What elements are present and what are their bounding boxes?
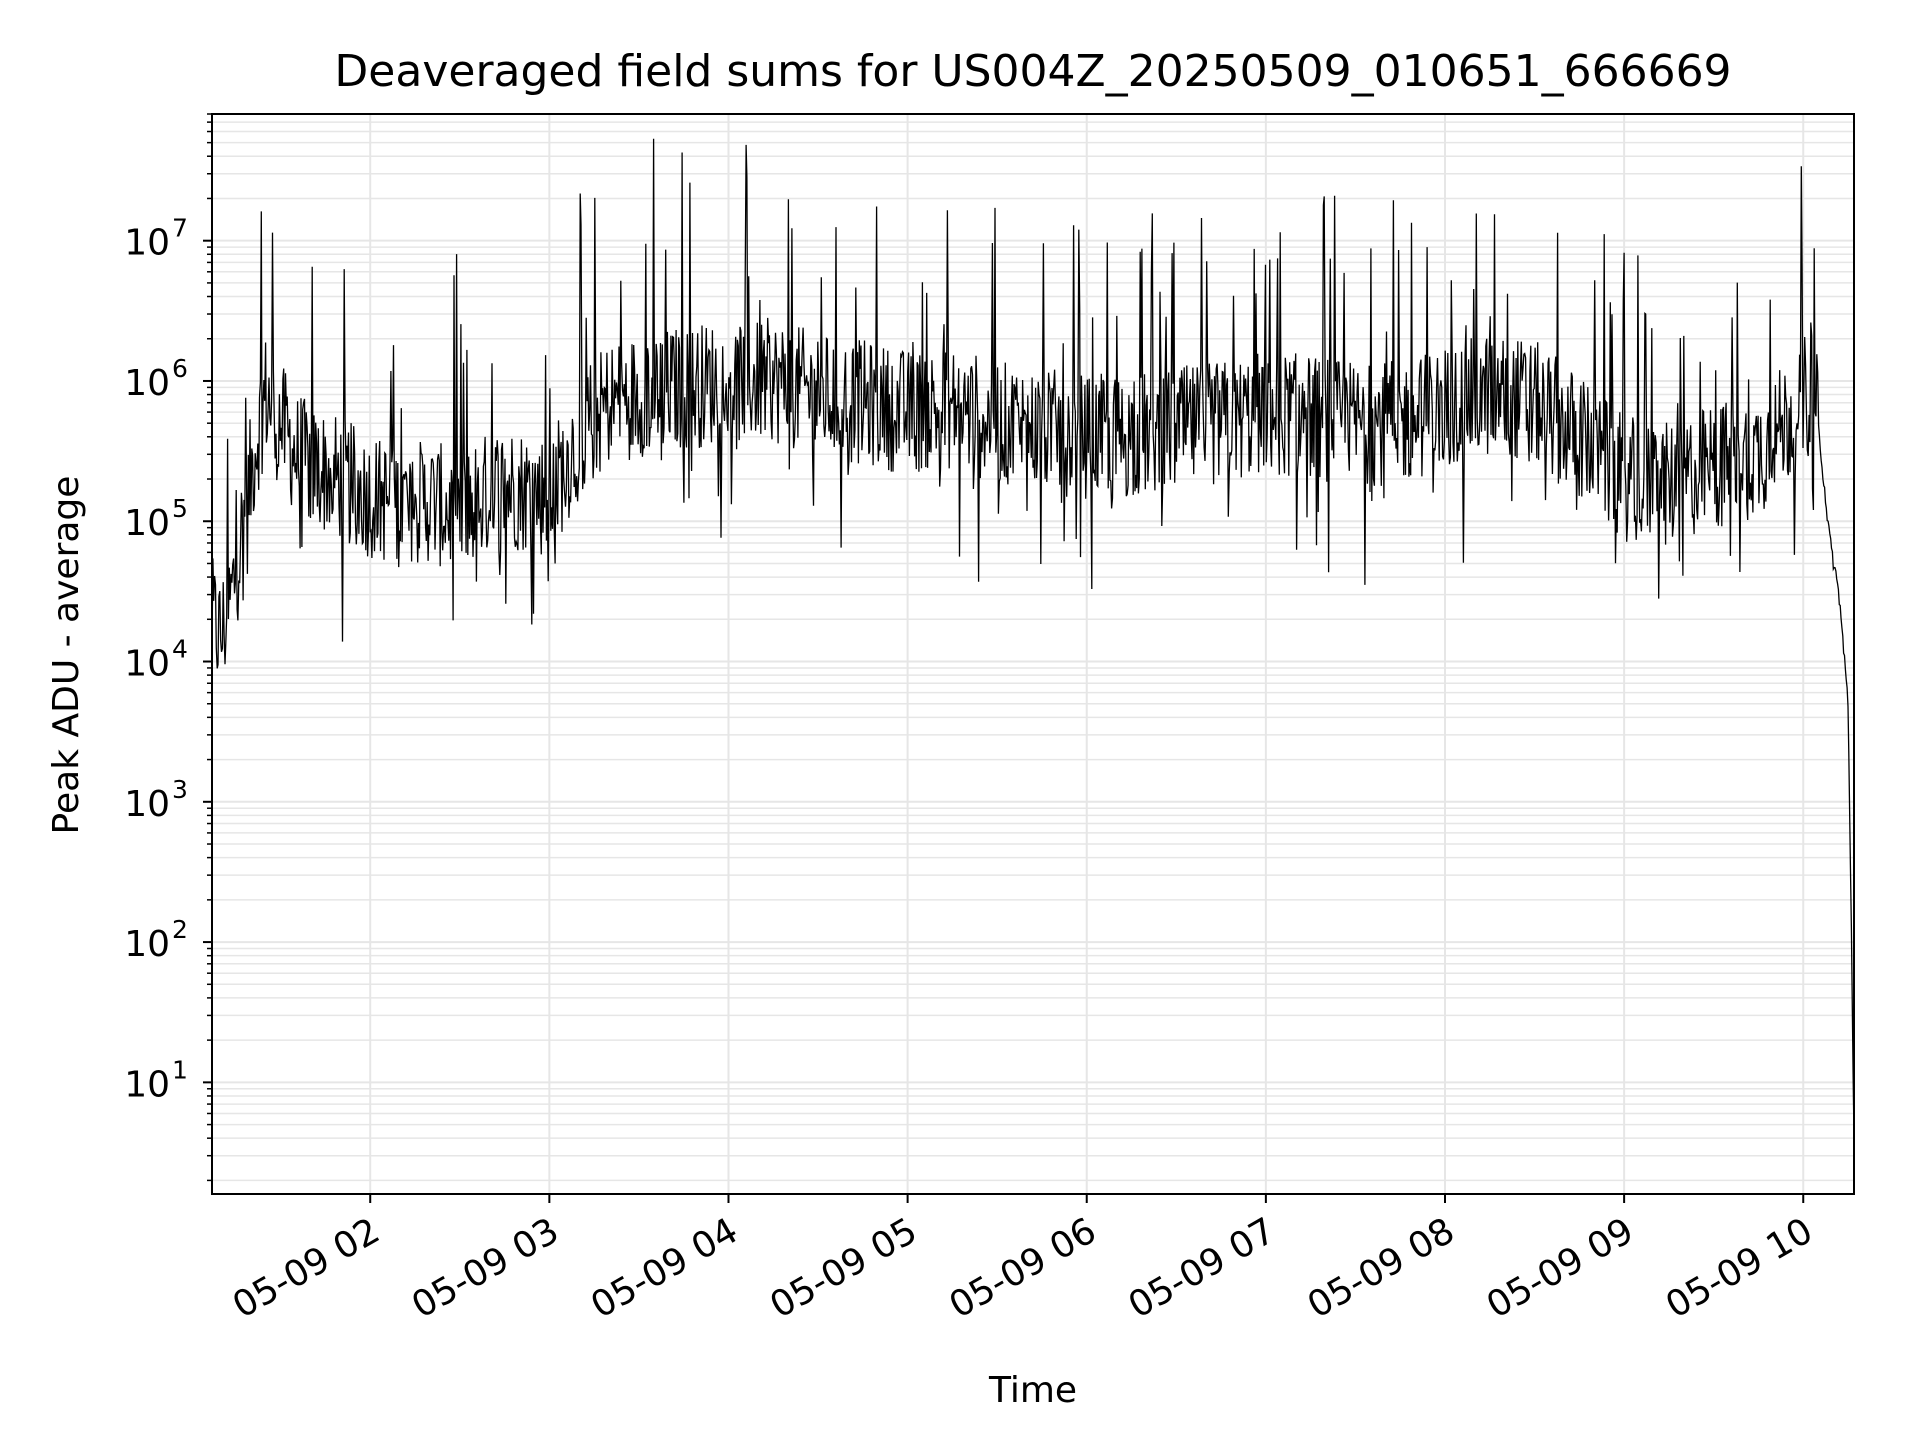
y-tick-exponent: 5: [172, 494, 188, 523]
plot-frame: [211, 113, 1855, 1195]
y-tick-exponent: 1: [172, 1055, 188, 1084]
chart-title: Deaveraged field sums for US004Z_2025050…: [334, 46, 1731, 97]
y-tick-exponent: 4: [172, 635, 188, 664]
y-tick-exponent: 2: [172, 915, 188, 944]
y-tick-exponent: 6: [172, 354, 188, 383]
y-axis-label: Peak ADU - average: [46, 476, 87, 835]
x-axis-label: Time: [988, 1370, 1077, 1411]
grid-major: [212, 114, 1854, 1194]
y-tick-label: 10: [124, 223, 170, 264]
series-line: [211, 138, 1855, 1139]
y-tick-label: 10: [124, 503, 170, 544]
y-tick-label: 10: [124, 784, 170, 825]
y-tick-label: 10: [124, 924, 170, 965]
y-tick-label: 10: [124, 644, 170, 685]
y-tick-label: 10: [124, 363, 170, 404]
y-tick-exponent: 3: [172, 775, 188, 804]
y-tick-exponent: 7: [172, 214, 188, 243]
series-layer: [211, 138, 1855, 1139]
y-tick-label: 10: [124, 1064, 170, 1105]
